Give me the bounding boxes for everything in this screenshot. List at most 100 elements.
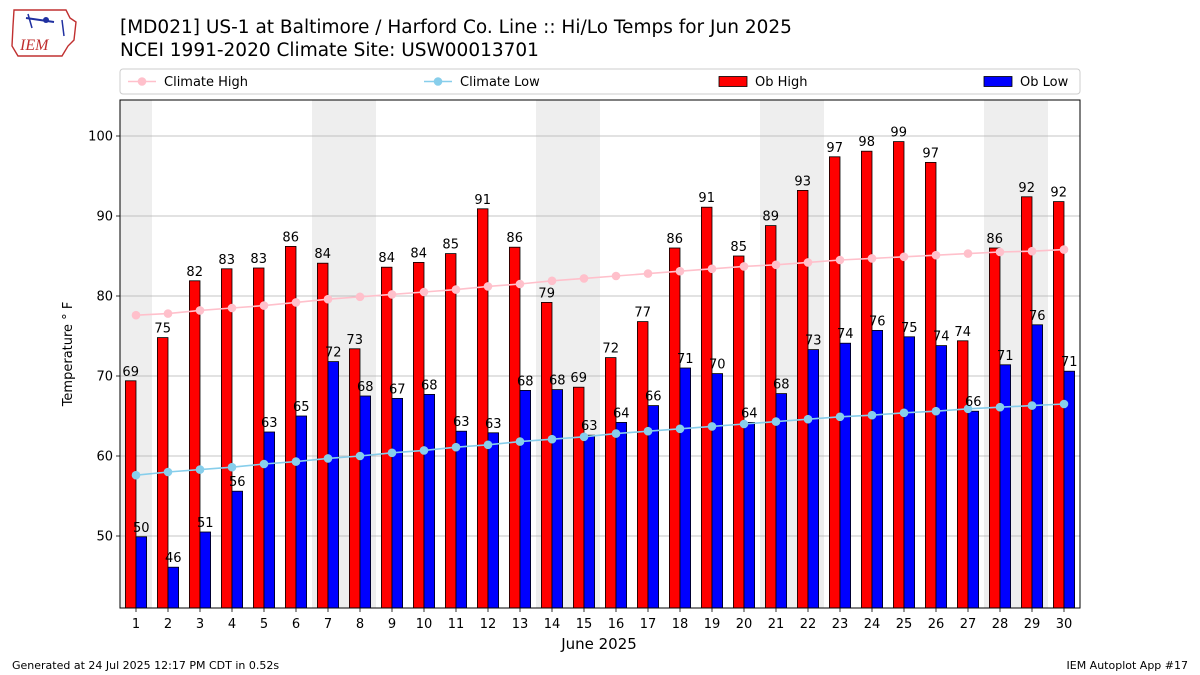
climate-low-point-6 (291, 457, 301, 466)
bar-low-8 (359, 395, 372, 609)
bar-label-high-22: 93 (794, 174, 811, 189)
bar-label-high-21: 89 (762, 210, 779, 225)
climate-low-point-10 (419, 446, 429, 455)
bar-label-low-14: 68 (549, 374, 566, 389)
bar-low-9 (391, 397, 404, 609)
x-tick-label-12: 12 (480, 617, 497, 632)
bar-high-1 (125, 380, 137, 609)
bar-low-10 (423, 393, 436, 609)
bar-label-low-16: 64 (613, 406, 630, 421)
climate-high-point-7 (323, 294, 333, 304)
bar-label-low-12: 63 (485, 417, 502, 432)
bar-low-20 (743, 421, 756, 609)
plot-frame (119, 99, 1081, 609)
x-tick-label-13: 13 (512, 617, 529, 632)
bar-label-high-3: 82 (186, 265, 203, 280)
climate-high-point-19 (707, 264, 717, 274)
bar-label-low-8: 68 (357, 380, 374, 395)
x-tick-label-2: 2 (164, 617, 172, 632)
x-tick-label-7: 7 (324, 617, 332, 632)
climate-low-point-22 (803, 414, 813, 424)
bar-high-26 (925, 161, 937, 609)
climate-high-point-4 (227, 303, 237, 313)
bar-low-4 (231, 490, 244, 609)
bar-label-high-27: 74 (954, 325, 971, 340)
bar-high-22 (797, 189, 809, 609)
bar-label-low-6: 65 (293, 400, 310, 415)
bar-label-high-4: 83 (218, 253, 235, 268)
climate-low-point-21 (771, 417, 781, 426)
legend-label-ob-high: Ob High (755, 75, 808, 90)
bar-label-low-28: 71 (997, 349, 1014, 364)
bar-label-high-20: 85 (730, 240, 747, 255)
bar-label-low-17: 66 (645, 390, 662, 405)
bar-high-5 (252, 267, 265, 609)
climate-high-point-9 (387, 290, 397, 299)
bar-label-low-1: 50 (133, 521, 150, 536)
footer-app: IEM Autoplot App #17 (1066, 659, 1189, 672)
bar-high-21 (765, 225, 777, 609)
y-tick-label-60: 60 (96, 450, 113, 465)
bar-label-high-13: 86 (506, 231, 523, 246)
y-tick-label-100: 100 (88, 130, 113, 145)
climate-lines (131, 245, 1069, 480)
x-tick-label-9: 9 (388, 617, 396, 632)
bar-label-high-29: 92 (1018, 181, 1035, 196)
bar-label-high-5: 83 (250, 252, 267, 267)
bar-low-23 (839, 342, 852, 609)
climate-low-point-8 (355, 451, 365, 461)
bar-high-10 (412, 261, 425, 609)
bar-high-7 (316, 262, 329, 609)
x-tick-label-18: 18 (672, 617, 689, 632)
climate-high-point-29 (1027, 246, 1037, 256)
bar-label-low-24: 76 (869, 314, 886, 329)
climate-low-point-5 (259, 459, 269, 469)
bar-low-14 (551, 389, 564, 609)
climate-low-point-23 (835, 412, 845, 422)
climate-low-point-18 (675, 424, 685, 434)
climate-low-point-19 (707, 422, 717, 431)
bar-high-4 (220, 268, 233, 609)
climate-low-point-24 (867, 410, 877, 420)
bar-label-high-26: 97 (922, 146, 939, 161)
bar-high-28 (989, 247, 1001, 609)
bar-low-27 (967, 410, 980, 609)
x-tick-label-8: 8 (356, 617, 364, 632)
bar-low-25 (903, 336, 916, 609)
bar-label-high-17: 77 (634, 306, 651, 321)
bar-label-low-11: 63 (453, 415, 470, 430)
chart-subtitle: NCEI 1991-2020 Climate Site: USW00013701 (120, 40, 539, 61)
climate-high-point-2 (163, 309, 173, 318)
bar-high-16 (605, 357, 617, 609)
bar-low-15 (583, 434, 596, 609)
bar-high-23 (829, 156, 841, 609)
climate-high-point-12 (483, 282, 493, 291)
bar-label-high-14: 79 (538, 286, 555, 301)
x-tick-label-20: 20 (736, 617, 753, 632)
bar-label-low-13: 68 (517, 374, 534, 389)
bar-label-low-21: 68 (773, 378, 790, 393)
y-tick-label-80: 80 (96, 290, 113, 305)
climate-low-point-14 (547, 434, 557, 444)
climate-high-point-28 (995, 247, 1005, 257)
x-tick-label-1: 1 (132, 617, 140, 632)
bar-label-high-8: 73 (346, 333, 363, 348)
bars (125, 141, 1076, 609)
bar-label-low-2: 46 (165, 551, 182, 566)
climate-low-point-30 (1059, 399, 1069, 409)
climate-high-point-1 (131, 310, 141, 320)
bar-low-22 (807, 349, 820, 609)
bar-label-high-9: 84 (378, 251, 395, 266)
climate-high-point-6 (291, 298, 301, 307)
bar-label-high-19: 91 (698, 191, 715, 206)
climate-low-line (135, 403, 1065, 476)
x-tick-label-25: 25 (896, 617, 913, 632)
climate-high-point-16 (611, 271, 621, 281)
bar-high-14 (541, 301, 553, 609)
iem-logo: IEM (11, 9, 77, 57)
bar-low-24 (871, 329, 884, 609)
iem-logo-text: IEM (19, 37, 50, 54)
bar-low-6 (295, 415, 308, 609)
bar-high-11 (444, 253, 457, 609)
